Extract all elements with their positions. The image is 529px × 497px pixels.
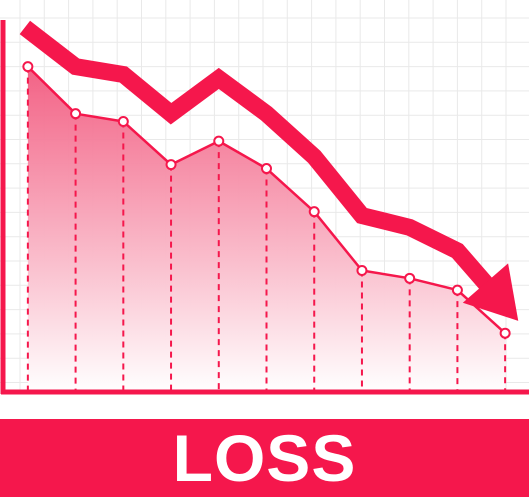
data-point: [356, 264, 368, 276]
chart-axes: [0, 20, 529, 395]
arrow-down-right-icon: [462, 263, 519, 321]
data-point: [22, 61, 34, 73]
data-point: [499, 327, 511, 339]
trend-arrow-layer: [19, 20, 519, 321]
data-point: [70, 108, 82, 120]
loss-chart: [0, 0, 529, 395]
banner-label: LOSS: [172, 421, 357, 495]
data-point: [213, 135, 225, 147]
data-point: [165, 159, 177, 171]
trend-arrow-shaft: [19, 20, 495, 292]
data-point: [261, 163, 272, 175]
chart-points: [22, 61, 511, 339]
data-point: [451, 284, 463, 296]
data-point: [404, 272, 416, 284]
data-point: [117, 116, 129, 128]
data-point: [308, 206, 320, 218]
loss-banner: LOSS: [0, 419, 529, 497]
chart-drop-lines: [26, 66, 507, 392]
